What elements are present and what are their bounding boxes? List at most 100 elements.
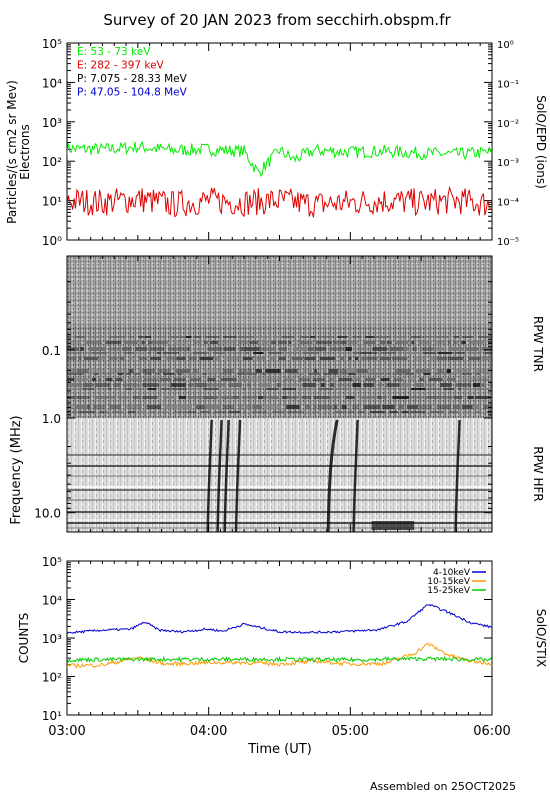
tnr-band-segment: [270, 357, 275, 360]
tnr-band-segment: [441, 373, 458, 375]
rpw-bursts: [206, 419, 461, 532]
tnr-band-segment: [310, 336, 316, 338]
tnr-band-segment: [67, 388, 83, 390]
tnr-band-segment: [87, 373, 95, 375]
tnr-band-segment: [137, 411, 147, 413]
tnr-band-segment: [226, 357, 242, 360]
tnr-band-segment: [374, 336, 391, 338]
tnr-band-segment: [173, 341, 189, 344]
tnr-band-segment: [245, 373, 258, 375]
tnr-band-segment: [157, 369, 171, 373]
tnr-band-segment: [159, 383, 171, 387]
tnr-band-segment: [356, 347, 369, 351]
tnr-band-segment: [452, 405, 460, 409]
tnr-band-segment: [107, 388, 112, 390]
tnr-band-segment: [340, 357, 345, 360]
tnr-band-segment: [297, 388, 315, 390]
tnr-band-segment: [418, 341, 432, 344]
tnr-band-segment: [382, 396, 387, 399]
tnr-band-segment: [400, 383, 411, 387]
tnr-band-segment: [278, 357, 286, 360]
tnr-band-segment: [94, 373, 99, 375]
tnr-band-segment: [245, 405, 252, 409]
tnr-band-segment: [411, 388, 426, 390]
tnr-band-segment: [251, 411, 267, 413]
tnr-band-segment: [125, 388, 133, 390]
tnr-band-segment: [253, 352, 264, 354]
tnr-band-segment: [132, 373, 142, 375]
tnr-band-segment: [454, 396, 463, 399]
tnr-band-segment: [129, 336, 134, 338]
tnr-band-segment: [166, 405, 178, 409]
tnr-band-segment: [104, 411, 109, 413]
tnr-band-segment: [413, 357, 425, 360]
tnr-band-segment: [279, 347, 287, 351]
tnr-band-segment: [407, 378, 417, 381]
stix-series-line: [67, 655, 492, 664]
tnr-band-segment: [348, 369, 356, 373]
tnr-band-segment: [127, 411, 136, 413]
tnr-band-segment: [176, 369, 191, 373]
tnr-band-segment: [141, 341, 145, 344]
tnr-band-segment: [323, 373, 339, 375]
tnr-band-segment: [333, 405, 338, 409]
tnr-band-segment: [302, 369, 313, 373]
tnr-band-segment: [156, 352, 162, 354]
tnr-band-segment: [67, 378, 75, 381]
rpw-ylabel: Frequency (MHz): [9, 415, 24, 524]
tnr-band-segment: [249, 388, 263, 390]
tnr-band-segment: [115, 378, 123, 381]
tnr-band-segment: [286, 405, 300, 409]
tnr-band-segment: [169, 336, 186, 338]
tnr-band-segment: [352, 383, 361, 387]
tnr-band-segment: [163, 373, 175, 375]
tnr-band-segment: [461, 341, 466, 344]
tnr-band-segment: [395, 341, 409, 344]
tnr-band-segment: [472, 378, 489, 381]
tnr-band-segment: [323, 352, 337, 354]
tnr-band-segment: [159, 378, 172, 381]
tnr-band-segment: [465, 347, 479, 351]
tnr-band-segment: [276, 383, 282, 387]
stix-y-tick-label: 10¹: [42, 709, 62, 723]
tnr-band-segment: [67, 369, 75, 373]
tnr-band-segment: [76, 396, 90, 399]
tnr-band-segment: [318, 405, 333, 409]
tnr-band-segment: [409, 396, 424, 399]
tnr-band-segment: [339, 352, 349, 354]
tnr-band-segment: [476, 411, 482, 413]
tnr-band-segment: [188, 388, 203, 390]
epd-right-label: SolO/EPD (ions): [534, 95, 548, 189]
tnr-band-segment: [143, 378, 159, 381]
tnr-band-segment: [365, 378, 376, 381]
tnr-band-segment: [403, 347, 409, 351]
tnr-band-segment: [367, 373, 384, 375]
tnr-band-segment: [373, 388, 387, 390]
tnr-band-segment: [430, 357, 436, 360]
tnr-band-segment: [453, 341, 459, 344]
tnr-band-segment: [233, 396, 240, 399]
tnr-band-segment: [394, 336, 407, 338]
tnr-band-segment: [249, 341, 259, 344]
rpw-hfr-label: RPW HFR: [531, 446, 545, 502]
tnr-band-segment: [155, 373, 160, 375]
tnr-band-segment: [228, 411, 241, 413]
tnr-band-segment: [476, 373, 481, 375]
epd-y2-tick-label: 10⁻⁵: [497, 237, 519, 248]
x-axis-label: Time (UT): [247, 742, 312, 757]
tnr-band-segment: [395, 369, 411, 373]
tnr-band-segment: [410, 411, 426, 413]
tnr-band-segment: [419, 378, 424, 381]
tnr-band-segment: [192, 369, 199, 373]
tnr-band-segment: [90, 369, 107, 373]
rpw-panel: 0.1 1.0 10.0 Frequency (MHz) RPW TNR RPW H…: [9, 255, 545, 533]
tnr-band-segment: [202, 373, 208, 375]
tnr-band-segment: [67, 383, 83, 387]
tnr-band-segment: [414, 383, 424, 387]
tnr-band-segment: [221, 378, 237, 381]
tnr-band-segment: [200, 411, 211, 413]
tnr-band-segment: [411, 341, 415, 344]
tnr-band-segment: [221, 396, 234, 399]
